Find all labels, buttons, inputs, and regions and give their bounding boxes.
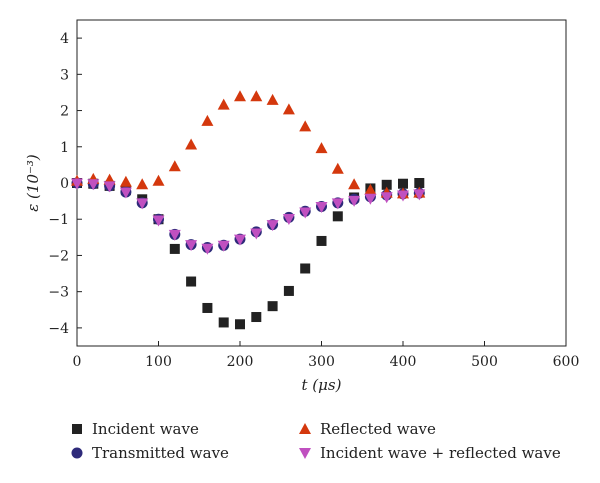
- data-point-incident-plus-reflected: [397, 190, 409, 202]
- plot-area: [76, 19, 567, 347]
- data-point-incident: [398, 178, 408, 189]
- x-tick-label: 0: [73, 354, 82, 370]
- data-point-incident-plus-reflected: [331, 198, 344, 210]
- data-point-incident-plus-reflected: [234, 234, 246, 246]
- data-point-incident: [267, 301, 278, 312]
- x-tick-label: 500: [471, 354, 498, 370]
- y-tick-label: −2: [48, 248, 69, 264]
- data-point-incident: [169, 243, 180, 254]
- square-marker-icon: [72, 424, 82, 434]
- legend-item-incident: Incident wave: [70, 418, 199, 440]
- data-point-reflected: [299, 120, 312, 132]
- legend-label-incident: Incident wave: [92, 420, 199, 438]
- axis-ticks: 0 100 200 300 400 500 600 −4 −3 −2 −1 0 1 2 3 4: [48, 31, 579, 370]
- data-point-incident-plus-reflected: [364, 193, 377, 205]
- y-tick-label: −4: [48, 321, 69, 337]
- data-point-reflected: [136, 178, 149, 190]
- triangle-down-marker-icon: [299, 448, 311, 459]
- data-point-incident-plus-reflected: [380, 192, 393, 204]
- data-point-reflected: [234, 90, 246, 102]
- y-tick-label: 2: [60, 104, 69, 120]
- data-point-incident-plus-reflected: [299, 207, 312, 219]
- data-series: [71, 90, 426, 330]
- data-point-incident-plus-reflected: [315, 202, 328, 214]
- data-point-incident-plus-reflected: [152, 215, 165, 227]
- data-point-reflected: [250, 90, 263, 102]
- data-point-incident-plus-reflected: [348, 195, 361, 207]
- data-point-incident-plus-reflected: [168, 229, 181, 241]
- data-point-incident: [300, 263, 311, 274]
- data-point-incident: [414, 178, 425, 188]
- legend-item-reflected: Reflected wave: [298, 418, 436, 440]
- data-point-incident-plus-reflected: [413, 189, 426, 201]
- data-point-incident-plus-reflected: [71, 178, 83, 190]
- data-point-reflected: [217, 98, 230, 110]
- x-tick-label: 100: [145, 354, 172, 370]
- data-point-incident: [316, 235, 327, 246]
- data-point-incident-plus-reflected: [136, 198, 149, 210]
- data-point-reflected: [152, 174, 165, 186]
- data-point-incident: [381, 179, 392, 190]
- data-point-incident-plus-reflected: [266, 220, 279, 232]
- data-point-incident-plus-reflected: [119, 187, 132, 199]
- legend-label-reflected: Reflected wave: [320, 420, 436, 438]
- data-point-reflected: [266, 93, 279, 105]
- data-point-incident-plus-reflected: [87, 179, 100, 191]
- x-tick-label: 600: [553, 354, 580, 370]
- data-point-incident-plus-reflected: [217, 240, 230, 252]
- y-tick-label: 0: [60, 176, 69, 192]
- circle-marker-icon: [71, 447, 83, 459]
- data-point-reflected: [201, 114, 214, 126]
- data-point-incident: [202, 302, 213, 313]
- series-incident-plus-reflected: [71, 178, 426, 255]
- data-point-incident: [251, 312, 262, 323]
- data-point-reflected: [315, 142, 328, 154]
- data-point-incident-plus-reflected: [185, 240, 198, 252]
- legend-item-transmitted: Transmitted wave: [70, 442, 229, 464]
- data-point-incident: [235, 319, 245, 330]
- data-point-reflected: [364, 183, 377, 195]
- data-point-reflected: [168, 160, 181, 172]
- data-point-incident: [186, 276, 197, 287]
- data-point-reflected: [348, 178, 361, 190]
- legend-label-transmitted: Transmitted wave: [92, 444, 229, 462]
- y-tick-label: 4: [60, 31, 69, 47]
- x-tick-label: 300: [308, 354, 335, 370]
- data-point-incident: [332, 211, 343, 222]
- data-point-reflected: [119, 175, 132, 187]
- x-tick-label: 400: [390, 354, 417, 370]
- triangle-up-marker-icon: [299, 423, 311, 434]
- data-point-incident-plus-reflected: [250, 228, 263, 240]
- legend: Incident wave Transmitted wave Reflected…: [70, 418, 590, 478]
- y-tick-label: 1: [60, 140, 69, 156]
- data-point-incident: [218, 317, 229, 328]
- data-point-reflected: [331, 162, 344, 174]
- x-axis-title: t (μs): [302, 376, 342, 394]
- y-axis-title: ε (10⁻³): [24, 154, 42, 212]
- series-reflected: [71, 90, 426, 199]
- y-tick-label: −1: [48, 212, 69, 228]
- legend-item-incident-plus-reflected: Incident wave + reflected wave: [298, 442, 561, 464]
- y-tick-label: −3: [48, 285, 69, 301]
- data-point-incident-plus-reflected: [201, 243, 214, 255]
- x-tick-label: 200: [227, 354, 254, 370]
- data-point-incident-plus-reflected: [282, 213, 295, 225]
- y-tick-label: 3: [60, 67, 69, 83]
- legend-label-incident-plus-reflected: Incident wave + reflected wave: [320, 444, 561, 462]
- data-point-reflected: [282, 103, 295, 115]
- data-point-reflected: [185, 138, 198, 150]
- data-point-incident-plus-reflected: [103, 181, 116, 193]
- data-point-incident: [283, 285, 294, 296]
